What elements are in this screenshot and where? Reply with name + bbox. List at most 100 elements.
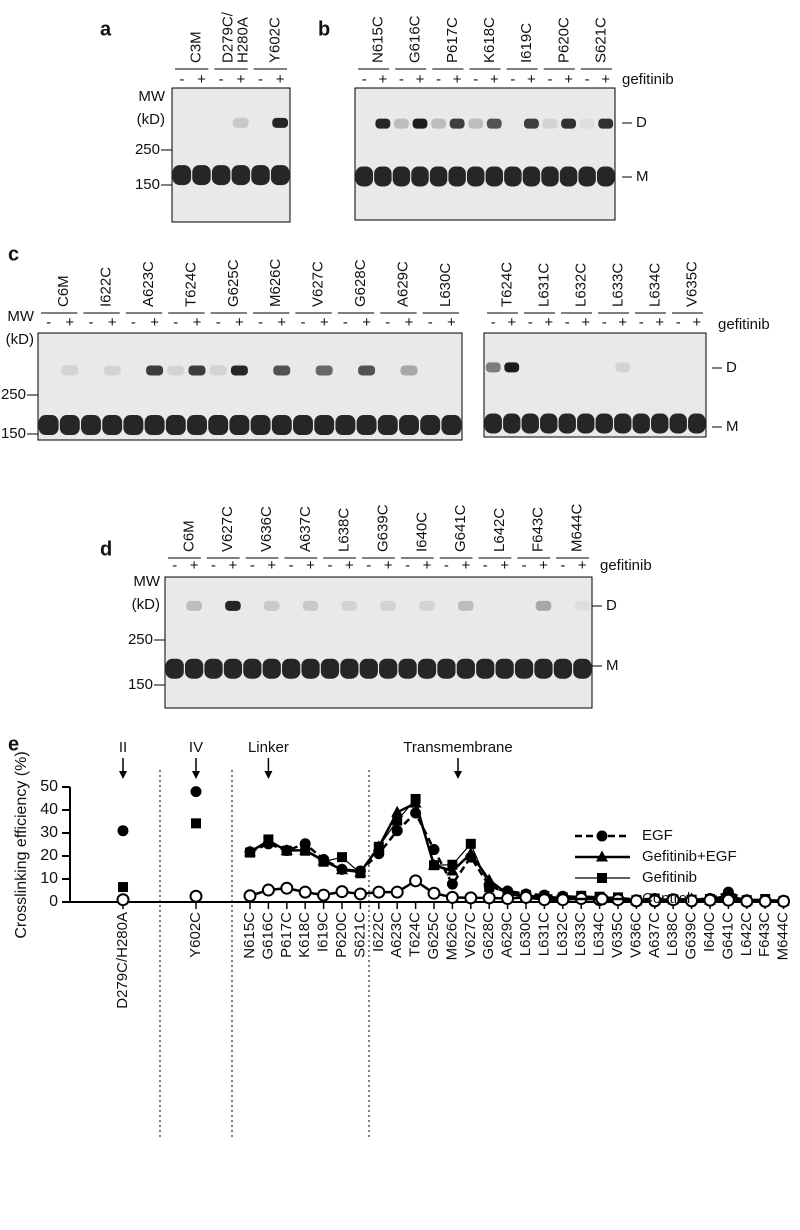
lane-label: A637C	[297, 506, 314, 552]
monomer-band	[632, 413, 650, 434]
domain-arrowhead	[264, 771, 273, 779]
treatment-sign: +	[378, 71, 387, 88]
monomer-band	[262, 658, 281, 679]
monomer-band	[476, 658, 495, 679]
treatment-sign: -	[473, 71, 478, 88]
x-tick-label: L638C	[664, 912, 681, 956]
treatment-sign: -	[289, 557, 294, 574]
x-tick-label: V627C	[462, 912, 479, 958]
legend-label: Gefitinib+EGF	[642, 848, 737, 865]
dimer-band	[412, 118, 428, 129]
point	[191, 818, 201, 829]
x-tick-label: L633C	[572, 912, 589, 956]
monomer-band	[356, 415, 377, 436]
panel-letter: e	[8, 733, 19, 755]
monomer-band	[485, 166, 504, 187]
legend-marker	[596, 850, 608, 862]
monomer-band	[38, 415, 59, 436]
x-tick-label: G639C	[683, 912, 700, 960]
panel-letter: d	[100, 538, 112, 560]
point	[482, 891, 496, 905]
point	[390, 885, 404, 899]
monomer-band	[399, 415, 419, 436]
monomer-band	[392, 166, 411, 187]
x-tick-label: P617C	[278, 912, 295, 958]
treatment-sign: +	[461, 557, 470, 574]
dimer-band	[574, 600, 591, 611]
x-tick-label: G616C	[259, 912, 276, 960]
dimer-band	[167, 365, 185, 376]
treatment-sign: -	[399, 71, 404, 88]
treatment-sign: +	[150, 314, 159, 331]
point	[740, 894, 754, 908]
blot	[37, 332, 463, 441]
point	[410, 807, 422, 819]
monomer-band	[340, 658, 359, 679]
lane-label: N615C	[370, 16, 387, 63]
mw-label: (kD)	[137, 111, 165, 128]
point	[483, 873, 496, 885]
point	[318, 856, 329, 867]
treatment-sign: +	[490, 71, 499, 88]
domain-label: IV	[189, 739, 203, 756]
treatment-sign: -	[258, 314, 263, 331]
lane-label: H280A	[234, 17, 251, 63]
panel-letter: b	[318, 18, 330, 40]
dimer-band	[230, 365, 248, 376]
dimer-band	[431, 118, 446, 129]
point	[648, 894, 662, 908]
treatment-sign: +	[564, 71, 573, 88]
dimer-band	[263, 600, 280, 611]
monomer-band	[522, 166, 541, 187]
treatment-sign: +	[277, 314, 286, 331]
monomer-band	[251, 165, 270, 186]
lane-label: L634C	[646, 263, 663, 307]
treatment-sign: -	[676, 314, 681, 331]
treatment-sign: -	[560, 557, 565, 574]
lane-label: S621C	[592, 17, 609, 63]
treatment-sign: +	[692, 314, 701, 331]
treatment-sign: -	[522, 557, 527, 574]
monomer-band	[229, 415, 250, 436]
treatment-sign: +	[267, 557, 276, 574]
lane-label: V627C	[219, 506, 236, 552]
treatment-sign: +	[229, 557, 238, 574]
monomer-band	[688, 413, 706, 434]
dimer-band	[341, 600, 358, 611]
point	[116, 893, 130, 907]
dimer-band	[598, 118, 614, 129]
point	[721, 893, 735, 907]
treatment-sign: +	[416, 71, 425, 88]
monomer-band	[596, 166, 615, 187]
lane-label: Y602C	[266, 17, 283, 63]
monomer-band	[558, 413, 576, 434]
lane-label: A623C	[140, 261, 157, 307]
treatment-sign: +	[655, 314, 664, 331]
treatment-sign: +	[507, 314, 516, 331]
lane-label: C3M	[188, 31, 205, 63]
point	[298, 885, 312, 899]
point	[392, 815, 403, 826]
mw-label: MW	[133, 573, 160, 590]
treatment-sign: +	[544, 314, 553, 331]
dimer-band	[225, 600, 241, 611]
dimer-band	[272, 117, 289, 128]
treatment-label: gefitinib	[718, 316, 770, 333]
monomer-band	[541, 166, 559, 187]
monomer-band	[123, 415, 144, 436]
point	[391, 805, 404, 817]
legend-marker	[597, 873, 607, 883]
domain-arrowhead	[454, 771, 462, 779]
dimer-band	[504, 362, 520, 373]
domain-label: Transmembrane	[403, 739, 512, 756]
point	[629, 894, 643, 908]
point	[190, 786, 202, 798]
x-tick-label: A623C	[388, 912, 405, 958]
monomer-band	[559, 166, 578, 187]
monomer-band	[355, 166, 374, 187]
y-tick-label: 50	[40, 778, 58, 795]
treatment-sign: +	[190, 557, 199, 574]
treatment-sign: +	[345, 557, 354, 574]
point	[685, 894, 699, 908]
monomer-band	[614, 413, 632, 434]
